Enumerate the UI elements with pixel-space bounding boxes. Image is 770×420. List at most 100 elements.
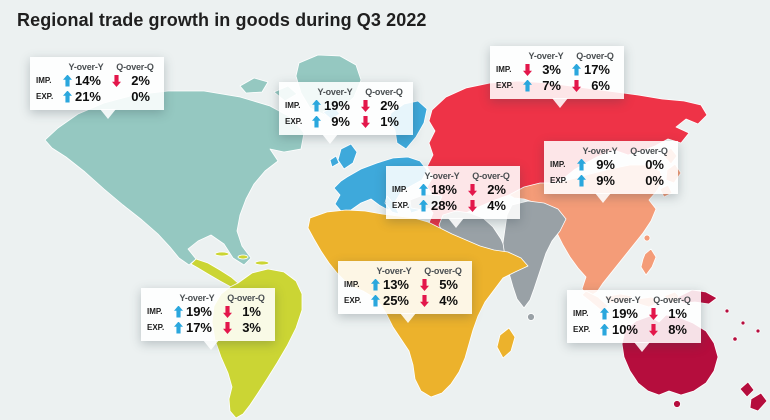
callout-pointer: [634, 342, 650, 352]
exports-row-label: EXP.: [573, 325, 591, 334]
callout-south-america: Y-over-Y Q-over-Q IMP. 19% 1% EXP. 17% 3…: [141, 288, 275, 350]
exports-qoq-value: 0%: [645, 173, 664, 188]
trend-arrow-icon: [572, 63, 581, 76]
callout-pointer: [321, 134, 338, 144]
callout-east-asia: Y-over-Y Q-over-Q IMP. 9% 0% EXP. 9% 0%: [544, 141, 678, 203]
callout-europe: Y-over-Y Q-over-Q IMP. 19% 2% EXP. 9% 1%: [279, 82, 413, 144]
trend-arrow-icon: [577, 174, 586, 187]
exports-row-label: EXP.: [496, 81, 514, 90]
region-philippines: [640, 248, 657, 276]
imports-qoq-value: 1%: [223, 304, 269, 319]
exports-qoq-value: 6%: [572, 78, 618, 93]
trend-arrow-icon: [577, 158, 586, 171]
region-pacific-islands: [740, 320, 746, 326]
exports-qoq-value: 8%: [649, 322, 695, 337]
trend-arrow-icon: [523, 64, 532, 76]
yoy-column-header: Y-over-Y: [179, 293, 215, 303]
trend-arrow-icon: [420, 295, 429, 307]
imports-yoy-value: 19%: [174, 304, 220, 319]
region-tasmania: [673, 400, 681, 408]
region-pacific-islands: [732, 336, 738, 342]
imports-row-label: IMP.: [392, 185, 408, 194]
qoq-column-header: Q-over-Q: [653, 295, 691, 305]
yoy-column-header: Y-over-Y: [605, 295, 641, 305]
exports-yoy-value: 17%: [174, 320, 220, 335]
trend-arrow-icon: [112, 75, 121, 87]
region-new-zealand: [739, 381, 768, 412]
qoq-column-header: Q-over-Q: [116, 62, 154, 72]
trend-arrow-icon: [174, 305, 183, 318]
qoq-column-header: Q-over-Q: [630, 146, 668, 156]
trend-arrow-icon: [361, 116, 370, 128]
trend-arrow-icon: [361, 100, 370, 112]
qoq-column-header: Q-over-Q: [424, 266, 462, 276]
exports-yoy-value: 28%: [419, 198, 465, 213]
imports-yoy-value: 18%: [419, 182, 465, 197]
region-sri-lanka: [527, 313, 535, 321]
exports-row-label: EXP.: [392, 201, 410, 210]
exports-yoy-value: 9%: [312, 114, 358, 129]
imports-qoq-value: 1%: [649, 306, 695, 321]
imports-row-label: IMP.: [550, 160, 566, 169]
exports-row-label: EXP.: [36, 92, 54, 101]
trend-arrow-icon: [420, 279, 429, 291]
callout-pointer: [399, 313, 416, 323]
qoq-column-header: Q-over-Q: [227, 293, 265, 303]
callout-pointer: [99, 109, 116, 119]
region-pacific-islands: [724, 308, 730, 314]
exports-row-label: EXP.: [147, 323, 165, 332]
region-uk-ireland: [329, 143, 358, 170]
yoy-column-header: Y-over-Y: [68, 62, 104, 72]
callout-pointer: [594, 193, 611, 203]
imports-qoq-value: 17%: [572, 62, 618, 77]
trend-arrow-icon: [63, 74, 72, 87]
imports-qoq-value: 2%: [361, 98, 407, 113]
imports-qoq-value: 2%: [468, 182, 514, 197]
callout-africa: Y-over-Y Q-over-Q IMP. 13% 5% EXP. 25% 4…: [338, 261, 472, 323]
region-south-asia: [502, 200, 567, 309]
yoy-column-header: Y-over-Y: [317, 87, 353, 97]
imports-yoy-value: 19%: [600, 306, 646, 321]
callout-north-america: Y-over-Y Q-over-Q IMP. 14% 2% EXP. 21% 0…: [30, 57, 164, 119]
trend-arrow-icon: [312, 99, 321, 112]
exports-qoq-value: 4%: [420, 293, 466, 308]
imports-qoq-value: 5%: [420, 277, 466, 292]
imports-row-label: IMP.: [147, 307, 163, 316]
region-caribbean: [214, 251, 230, 257]
trend-arrow-icon: [649, 308, 658, 320]
trend-arrow-icon: [223, 306, 232, 318]
exports-yoy-value: 7%: [523, 78, 569, 93]
callout-pointer: [551, 98, 568, 108]
trend-arrow-icon: [600, 323, 609, 336]
trend-arrow-icon: [468, 200, 477, 212]
imports-row-label: IMP.: [573, 309, 589, 318]
exports-qoq-value: 3%: [223, 320, 269, 335]
trend-arrow-icon: [523, 79, 532, 92]
exports-row-label: EXP.: [550, 176, 568, 185]
yoy-column-header: Y-over-Y: [528, 51, 564, 61]
region-caribbean: [237, 254, 249, 260]
trend-arrow-icon: [572, 80, 581, 92]
region-taiwan: [643, 234, 651, 242]
exports-yoy-value: 21%: [63, 89, 109, 104]
imports-yoy-value: 13%: [371, 277, 417, 292]
callout-oceania: Y-over-Y Q-over-Q IMP. 19% 1% EXP. 10% 8…: [567, 290, 701, 352]
imports-yoy-value: 14%: [63, 73, 109, 88]
exports-row-label: EXP.: [285, 117, 303, 126]
callout-middle-east: Y-over-Y Q-over-Q IMP. 18% 2% EXP. 28% 4…: [386, 166, 520, 228]
imports-row-label: IMP.: [496, 65, 512, 74]
trend-arrow-icon: [63, 90, 72, 103]
trend-arrow-icon: [371, 294, 380, 307]
trend-arrow-icon: [600, 307, 609, 320]
callout-pointer: [447, 218, 464, 228]
region-central-america: [190, 258, 239, 288]
region-caribbean: [254, 260, 270, 266]
region-madagascar: [496, 327, 516, 359]
trend-arrow-icon: [419, 183, 428, 196]
trend-arrow-icon: [649, 324, 658, 336]
imports-yoy-value: 9%: [577, 157, 623, 172]
trend-arrow-icon: [468, 184, 477, 196]
imports-qoq-value: 0%: [645, 157, 664, 172]
imports-row-label: IMP.: [285, 101, 301, 110]
